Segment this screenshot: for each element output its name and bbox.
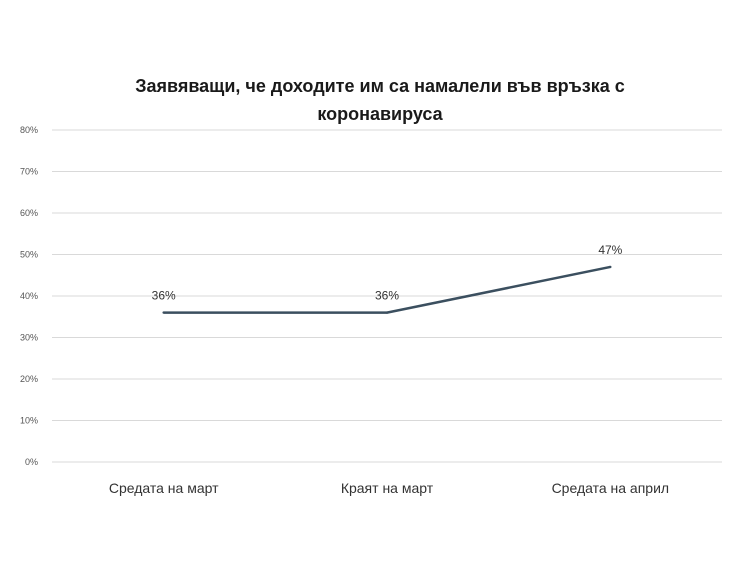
chart-title-line-2: коронавируса [317,104,443,124]
data-point [609,265,612,269]
y-tick-label: 70% [20,167,38,177]
y-tick-label: 80% [20,125,38,135]
y-tick-label: 10% [20,416,38,426]
y-tick-label: 0% [25,457,38,467]
x-tick-label: Средата на април [552,480,670,496]
data-label: 36% [152,289,176,303]
y-tick-label: 30% [20,333,38,343]
chart-title: Заявяващи, че доходите им са намалели въ… [60,72,700,128]
y-tick-label: 40% [20,291,38,301]
y-tick-label: 20% [20,374,38,384]
data-point [385,311,389,314]
data-point [162,311,165,314]
y-tick-label: 60% [20,208,38,218]
chart-title-line-1: Заявяващи, че доходите им са намалели въ… [135,76,625,96]
data-label: 36% [375,289,399,303]
x-tick-label: Средата на март [109,480,219,496]
data-label: 47% [598,243,622,257]
x-tick-label: Краят на март [341,480,434,496]
y-tick-label: 50% [20,250,38,260]
